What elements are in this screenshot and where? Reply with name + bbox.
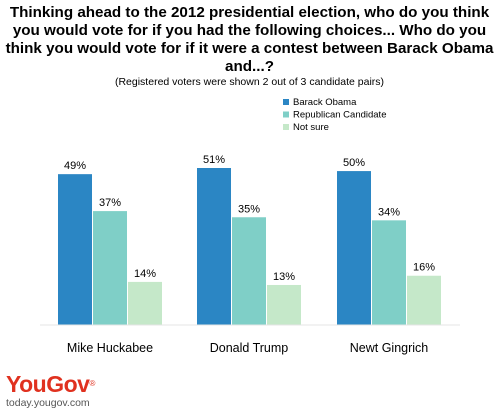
bar-group-newt-gingrich: 50% 34% 16% Newt Gingrich [337, 157, 441, 355]
bar-value-label: 49% [64, 160, 86, 172]
bar-republican-candidate [372, 220, 406, 325]
category-label: Donald Trump [210, 341, 289, 355]
bar-groups: 49% 37% 14% Mike Huckabee 51% 35% 13% Donald Tr… [58, 154, 441, 355]
legend-label: Republican Candidate [293, 110, 386, 121]
bar-value-label: 37% [99, 197, 121, 209]
bar-value-label: 50% [343, 157, 365, 169]
yougov-logo: YouGov® [6, 372, 95, 396]
logo-registered-mark: ® [89, 379, 95, 388]
bar-barack-obama [337, 171, 371, 325]
bar-value-label: 51% [203, 154, 225, 166]
bar-group-mike-huckabee: 49% 37% 14% Mike Huckabee [58, 160, 162, 355]
bar-value-label: 16% [413, 262, 435, 274]
bar-value-label: 34% [378, 206, 400, 218]
site-url: today.yougov.com [6, 397, 90, 409]
legend-swatch [283, 111, 289, 118]
bar-barack-obama [197, 168, 231, 325]
bar-value-label: 35% [238, 203, 260, 215]
logo-text: YouGov [6, 371, 90, 397]
legend-label: Barack Obama [293, 97, 357, 108]
legend-label: Not sure [293, 122, 329, 133]
bar-not-sure [267, 284, 301, 325]
bar-republican-candidate [232, 217, 266, 325]
chart-subtitle: (Registered voters were shown 2 out of 3… [114, 76, 385, 88]
bar-barack-obama [58, 174, 92, 325]
bar-group-donald-trump: 51% 35% 13% Donald Trump [197, 154, 301, 355]
chart-title: Thinking ahead to the 2012 presidential … [5, 4, 494, 75]
category-label: Newt Gingrich [350, 341, 429, 355]
legend-swatch [283, 124, 289, 130]
legend-swatch [283, 99, 289, 105]
category-label: Mike Huckabee [67, 341, 153, 355]
bar-not-sure [407, 275, 441, 325]
bar-republican-candidate [93, 211, 127, 325]
bar-value-label: 14% [134, 268, 156, 280]
bar-value-label: 13% [273, 271, 295, 283]
bar-not-sure [128, 281, 162, 325]
